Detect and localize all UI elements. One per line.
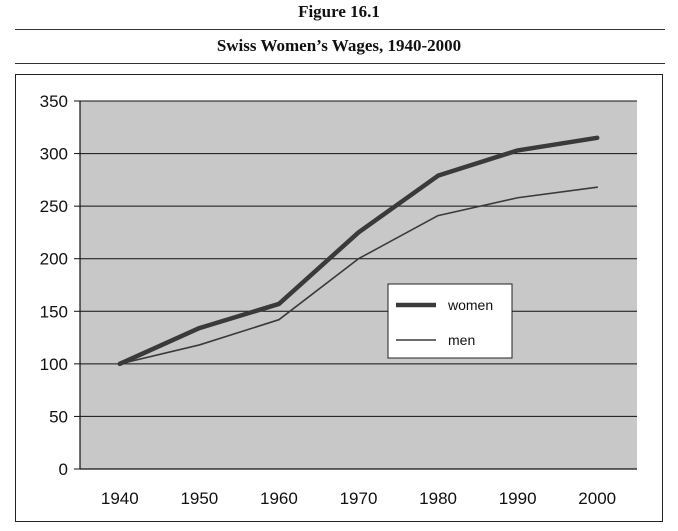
legend-label-women: women — [447, 297, 493, 313]
x-tick-label: 1980 — [419, 489, 457, 508]
x-tick-label: 1940 — [101, 489, 139, 508]
x-tick-labels: 1940 1950 1960 1970 1980 1990 2000 — [101, 489, 616, 508]
y-tick-label: 350 — [40, 92, 68, 111]
legend-box — [387, 283, 513, 359]
legend: women men — [387, 283, 513, 359]
series-lines — [117, 135, 600, 367]
series-line-men — [118, 186, 599, 365]
series-line-women — [117, 135, 600, 367]
x-tick-label: 1990 — [499, 489, 537, 508]
y-tick-label: 150 — [40, 302, 68, 321]
y-tick-label: 300 — [40, 145, 68, 164]
title-rule — [15, 63, 665, 64]
y-tick-label: 0 — [59, 460, 68, 479]
axes — [79, 101, 637, 470]
y-tick-labels: 0 50 100 150 200 250 300 350 — [40, 92, 68, 479]
y-tick-label: 50 — [49, 407, 68, 426]
x-tick-label: 1970 — [340, 489, 378, 508]
legend-label-men: men — [448, 332, 475, 348]
x-tick-label: 2000 — [578, 489, 616, 508]
figure-caption: Figure 16.1 — [298, 2, 380, 21]
y-tick-label: 100 — [40, 355, 68, 374]
y-tick-label: 200 — [40, 250, 68, 269]
y-tick-label: 250 — [40, 197, 68, 216]
top-rule — [15, 29, 665, 30]
plot-area — [80, 101, 637, 469]
x-tick-label: 1950 — [180, 489, 218, 508]
x-tick-label: 1960 — [260, 489, 298, 508]
chart-title: Swiss Women’s Wages, 1940-2000 — [216, 36, 462, 55]
